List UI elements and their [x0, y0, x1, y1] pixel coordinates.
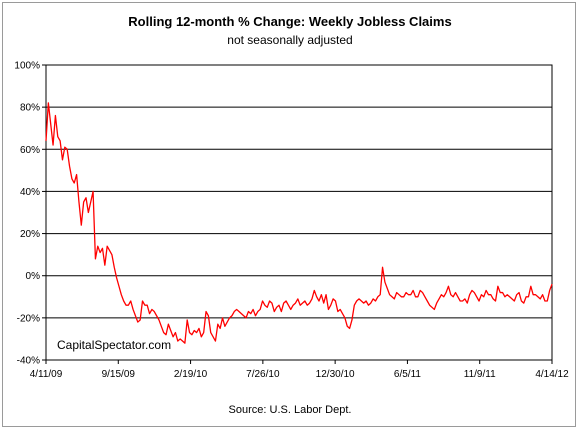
x-tick-label: 11/9/11: [464, 369, 496, 380]
y-tick-label: 20%: [20, 229, 40, 240]
watermark: CapitalSpectator.com: [57, 338, 172, 352]
x-tick-label: 4/14/12: [535, 369, 569, 380]
y-tick-label: 40%: [20, 187, 40, 198]
x-axis-ticks: 4/11/09 9/15/09 2/19/10 7/26/10 12/30/10 6/5/…: [30, 360, 569, 380]
x-tick-label: 7/26/10: [246, 369, 280, 380]
y-tick-label: 80%: [20, 103, 40, 114]
gridlines: [46, 106, 552, 319]
y-tick-label: 100%: [14, 61, 40, 72]
chart-subtitle: not seasonally adjusted: [227, 33, 353, 47]
x-tick-label: 9/15/09: [102, 369, 136, 380]
chart-frame: [2, 2, 576, 427]
y-tick-label: 60%: [20, 145, 40, 156]
y-tick-label: -20%: [17, 313, 40, 324]
y-axis-ticks: 100% 80% 60% 40% 20% 0% -20% -40%: [14, 61, 46, 367]
x-tick-label: 2/19/10: [174, 369, 208, 380]
y-tick-label: 0%: [26, 271, 41, 282]
series-line: [45, 102, 553, 344]
y-tick-label: -40%: [17, 356, 40, 367]
chart-title: Rolling 12-month % Change: Weekly Jobles…: [128, 14, 452, 29]
x-tick-label: 4/11/09: [30, 369, 63, 380]
x-tick-label: 6/5/11: [394, 369, 421, 380]
chart-source: Source: U.S. Labor Dept.: [228, 404, 352, 416]
plot-area: [45, 64, 553, 361]
x-tick-label: 12/30/10: [316, 369, 355, 380]
